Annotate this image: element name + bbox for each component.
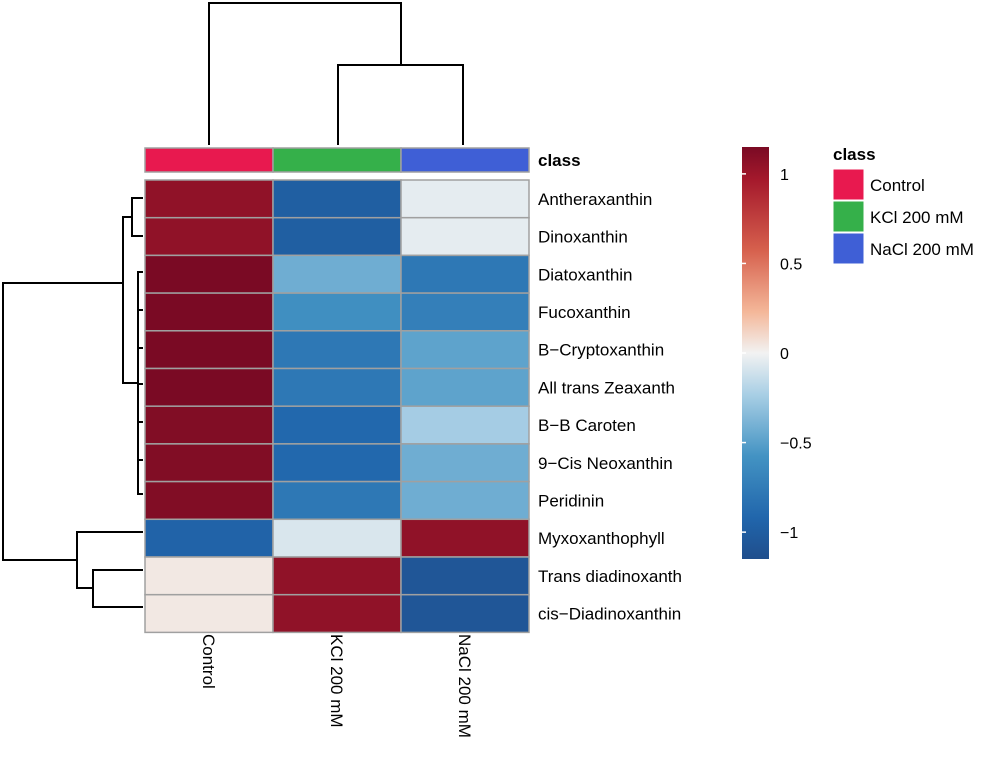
heatmap-cell: [272, 593, 402, 634]
heatmap-cell: [144, 330, 274, 370]
row-label: Diatoxanthin: [538, 265, 633, 284]
heatmap-cell: [144, 216, 274, 257]
heatmap-cell: [144, 443, 274, 483]
heatmap-cells: [144, 179, 530, 634]
heatmap-cell: [272, 518, 402, 558]
row-label: B−Cryptoxanthin: [538, 341, 664, 360]
legend-label: KCl 200 mM: [870, 208, 964, 227]
annotation-label: class: [538, 151, 581, 170]
heatmap-cell: [272, 405, 402, 445]
heatmap-cell: [400, 179, 530, 219]
heatmap-cell: [272, 480, 402, 521]
colorbar-tick-label: 0: [780, 346, 789, 363]
heatmap-cell: [400, 216, 530, 257]
row-label: Trans diadinoxanth: [538, 567, 682, 586]
column-dendrogram: [208, 2, 464, 145]
heatmap-cell: [400, 330, 530, 370]
row-label: Peridinin: [538, 491, 604, 510]
row-dendro-trans-cis: [92, 569, 143, 608]
colorbar-tick-label: 0.5: [780, 256, 802, 273]
row-label: All trans Zeaxanth: [538, 378, 675, 397]
heatmap-cell: [144, 518, 274, 558]
row-dendro-anth-dino: [131, 197, 143, 237]
heatmap-cell: [144, 593, 274, 634]
row-dendro-myxo-join: [76, 531, 143, 589]
legend-label: Control: [870, 176, 925, 195]
heatmap-cell: [400, 518, 530, 558]
heatmap-cell: [272, 254, 402, 294]
row-dendrogram: [2, 197, 143, 608]
legend-swatch: [832, 168, 865, 201]
heatmap-cell: [400, 556, 530, 596]
heatmap-cell: [400, 480, 530, 521]
legend-swatch: [832, 232, 865, 265]
legend-swatch: [832, 200, 865, 233]
row-label: Antheraxanthin: [538, 190, 652, 209]
heatmap-cell: [272, 330, 402, 370]
col-dendro-root: [208, 2, 402, 145]
heatmap-cell: [400, 367, 530, 407]
heatmap-cell: [400, 292, 530, 332]
row-label: Myxoxanthophyll: [538, 529, 665, 548]
colorbar-ticks: 1 0.5 0 −0.5 −1: [742, 167, 812, 542]
heatmap-cell: [144, 556, 274, 596]
heatmap-cell: [400, 405, 530, 445]
row-labels: Antheraxanthin Dinoxanthin Diatoxanthin Fuc…: [538, 190, 682, 624]
column-label: KCl 200 mM: [327, 634, 346, 728]
heatmap-cell: [144, 367, 274, 407]
row-label: Fucoxanthin: [538, 303, 631, 322]
heatmap-cell: [272, 443, 402, 483]
legend: Control KCl 200 mM NaCl 200 mM: [832, 168, 974, 265]
heatmap-cell: [272, 216, 402, 257]
colorbar-tick-label: 1: [780, 167, 789, 184]
heatmap-cell: [144, 292, 274, 332]
heatmap-cell: [144, 405, 274, 445]
heatmap-cell: [272, 556, 402, 596]
colorbar-tick-label: −1: [780, 525, 798, 542]
colorbar-tick-label: −0.5: [780, 436, 812, 453]
annotation-cell: [272, 147, 402, 173]
heatmap-cell: [144, 480, 274, 521]
class-annotation-bar: [144, 147, 530, 173]
colorbar: [742, 147, 769, 559]
column-labels: Control KCl 200 mM NaCl 200 mM: [199, 634, 474, 738]
row-label: B−B Caroten: [538, 416, 636, 435]
row-dendro-root: [2, 282, 123, 561]
heatmap-cell: [400, 443, 530, 483]
row-label: 9−Cis Neoxanthin: [538, 454, 673, 473]
legend-label: NaCl 200 mM: [870, 240, 974, 259]
row-dendro-middle-ticks: [138, 309, 143, 461]
heatmap-cell: [272, 179, 402, 219]
legend-title: class: [833, 145, 876, 164]
row-label: cis−Diadinoxanthin: [538, 605, 681, 624]
heatmap-cell: [272, 292, 402, 332]
row-label: Dinoxanthin: [538, 228, 628, 247]
row-dendro-upper-join: [122, 216, 138, 384]
column-label: NaCl 200 mM: [455, 634, 474, 738]
column-label: Control: [199, 634, 218, 689]
annotation-cell: [144, 147, 274, 173]
heatmap-cell: [144, 254, 274, 294]
heatmap-cell: [144, 179, 274, 219]
heatmap-cell: [272, 367, 402, 407]
annotation-cell: [400, 147, 530, 173]
col-dendro-kcl-nacl: [337, 64, 464, 145]
heatmap-cell: [400, 254, 530, 294]
heatmap-cell: [400, 593, 530, 634]
